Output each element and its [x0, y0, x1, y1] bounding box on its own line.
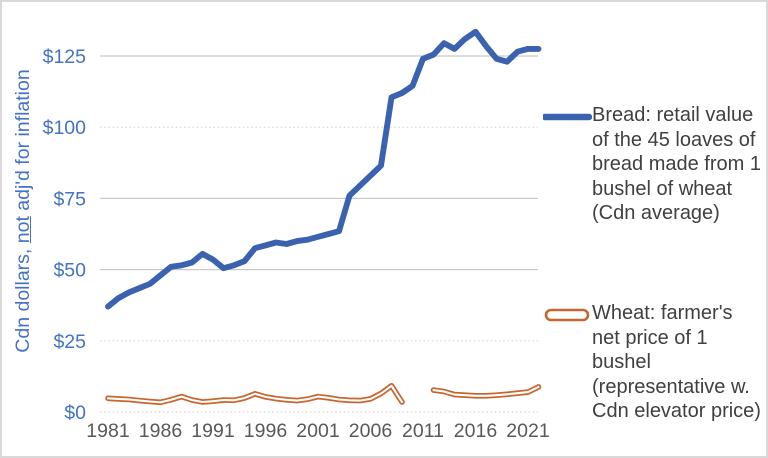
- y-tick-label-$125: $125: [43, 46, 87, 68]
- wheat-marker-pill: [544, 308, 590, 322]
- x-tick-label-2001: 2001: [296, 420, 339, 442]
- wheat-line-segment-2-core: [432, 385, 540, 397]
- x-tick-label-1991: 1991: [191, 420, 234, 442]
- legend-label-bread-line-3: bread made from 1: [592, 153, 761, 175]
- x-tick-label-2011: 2011: [402, 420, 444, 442]
- bread-line-marker-icon: [543, 113, 592, 121]
- y-axis-title-text: Cdn dollars,: [12, 243, 34, 353]
- legend-label-bread-line-2: of the 45 loaves of: [592, 128, 756, 151]
- x-tick-label-1996: 1996: [244, 420, 287, 442]
- legend-item-wheat: Wheat: farmer's net price of 1 bushel (r…: [543, 301, 766, 424]
- y-tick-label-$25: $25: [53, 331, 86, 353]
- x-tick-label-2006: 2006: [349, 420, 392, 442]
- legend-label-wheat-line-1: Wheat: farmer's: [592, 302, 733, 324]
- legend-label-bread-line-4: bushel of wheat: [592, 177, 733, 200]
- legend-item-bread: Bread: retail value of the 45 loaves of …: [543, 103, 766, 226]
- legend-label-wheat-line-4: (representative w.: [592, 375, 750, 398]
- y-tick-label-$75: $75: [53, 188, 86, 210]
- legend-label-wheat-line-5: Cdn elevator price): [592, 400, 761, 422]
- bread-line: [105, 28, 542, 310]
- legend-label-wheat-line-2: net price of 1: [592, 326, 708, 349]
- x-tick-label-1981: 1981: [86, 420, 129, 442]
- legend-label-bread-line-5: (Cdn average): [592, 202, 720, 224]
- y-tick-label-$0: $0: [64, 402, 86, 424]
- x-tick-label-2016: 2016: [454, 420, 497, 442]
- legend-label-wheat-line-3: bushel: [592, 351, 651, 373]
- y-axis-title-underlined-word: not: [12, 216, 34, 244]
- wheat-line-marker-icon: [544, 308, 590, 322]
- x-tick-label-1986: 1986: [139, 420, 182, 442]
- legend-label-bread-line-1: Bread: retail value: [592, 104, 754, 126]
- wheat-line-segment-2-outer: [430, 384, 542, 399]
- wheat-line-segment-1-core: [106, 384, 404, 404]
- x-tick-label-2021: 2021: [506, 420, 549, 442]
- legend-label-bread: Bread: retail value of the 45 loaves of …: [592, 103, 766, 226]
- y-tick-label-$100: $100: [43, 117, 87, 139]
- legend-label-wheat: Wheat: farmer's net price of 1 bushel (r…: [592, 301, 766, 424]
- y-axis-title-text-2: adj'd for inflation: [12, 69, 34, 217]
- y-axis-title: Cdn dollars, not adj'd for inflation: [12, 11, 38, 411]
- y-tick-label-$50: $50: [53, 260, 86, 282]
